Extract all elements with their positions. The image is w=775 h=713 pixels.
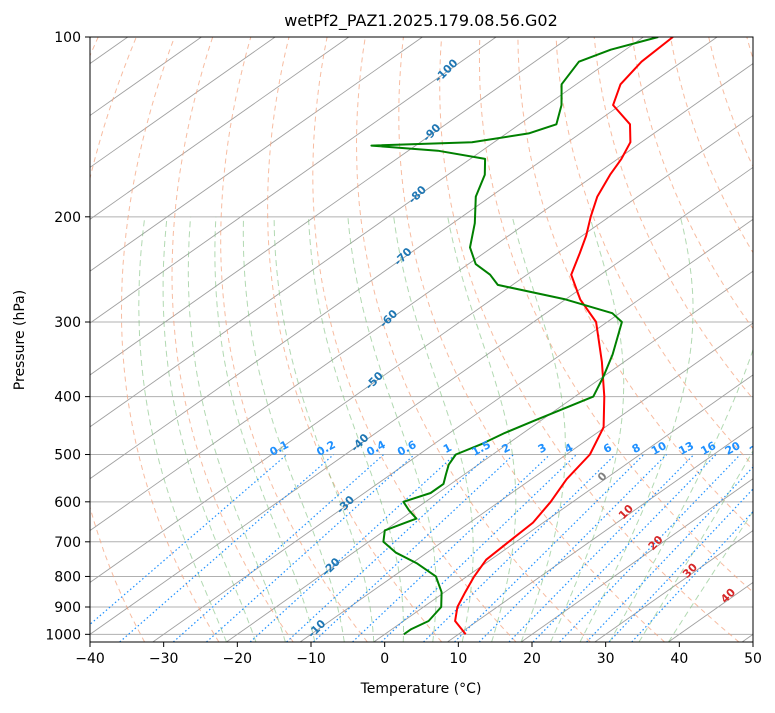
moist-adiabat-line (348, 217, 436, 642)
x-tick-label: 40 (670, 651, 688, 667)
dry-adiabat-label: -20 (320, 555, 343, 578)
y-tick-label: 600 (54, 495, 81, 511)
x-tick-label: 20 (523, 651, 541, 667)
moist-adiabat-line (551, 217, 624, 642)
y-tick-label: 1000 (45, 627, 81, 643)
dry-adiabat-line (313, 37, 516, 642)
isotherm-line (742, 37, 775, 642)
mixing-ratio-line (353, 455, 550, 642)
mixing-ratio-line (609, 455, 775, 642)
moist-adiabat-line (188, 217, 285, 642)
dry-adiabat-line (0, 37, 60, 642)
moist-adiabat-label: 40 (718, 585, 738, 605)
y-tick-label: 300 (54, 315, 81, 331)
mixing-ratio-label: 0.2 (314, 438, 337, 459)
temperature-profile-line (455, 37, 673, 634)
dry-adiabat-line (671, 37, 775, 642)
moist-adiabat-line (243, 217, 344, 642)
x-axis-label: Temperature (°C) (360, 681, 482, 697)
y-tick-label: 800 (54, 569, 81, 585)
mixing-ratio-label: 0.1 (268, 438, 291, 459)
isotherm-line (0, 37, 275, 642)
dry-adiabat-label: -60 (377, 307, 400, 330)
moist-adiabat-line (215, 217, 315, 642)
x-tick-label: −30 (149, 651, 179, 667)
mixing-ratio-line (381, 455, 576, 642)
moist-adiabat-line (394, 217, 474, 642)
moist-adiabat-line (448, 217, 516, 642)
isotherm-line (153, 37, 775, 642)
dry-adiabat-label: -90 (420, 121, 443, 144)
moist-adiabat-line (512, 217, 565, 642)
isotherm-line (0, 37, 775, 642)
dry-adiabat-line (69, 37, 145, 642)
dry-adiabat-line (747, 37, 775, 642)
y-axis-label: Pressure (hPa) (12, 290, 28, 390)
x-tick-label: 30 (597, 651, 615, 667)
isotherm-line (0, 37, 422, 642)
dry-adiabat-line (594, 37, 775, 642)
mixing-ratio-label: 4 (562, 441, 575, 456)
dry-adiabat-label: -10 (305, 617, 328, 640)
dry-adiabat-label: -70 (391, 245, 414, 268)
y-tick-label: 100 (54, 30, 81, 46)
mixing-ratio-label: 3 (536, 441, 549, 456)
y-tick-label: 900 (54, 600, 81, 616)
dry-adiabat-label: -80 (406, 183, 429, 206)
mixing-ratio-line (173, 455, 383, 642)
series-layer (371, 37, 673, 634)
isotherm-line (595, 37, 775, 642)
mixing-ratio-line (120, 455, 334, 642)
mixing-ratio-label: 1 (441, 441, 454, 456)
moist-adiabat-line (139, 217, 227, 642)
isotherm-line (0, 37, 496, 642)
mixing-ratio-line (509, 455, 694, 642)
moist-adiabat-line (274, 217, 374, 642)
mixing-ratio-label: 0.6 (395, 438, 419, 459)
isotherm-line (0, 37, 717, 642)
dry-adiabat-line (709, 37, 775, 642)
moist-adiabat-line (668, 217, 775, 642)
x-tick-label: 0 (380, 651, 389, 667)
y-tick-label: 500 (54, 448, 81, 464)
y-tick-label: 700 (54, 535, 81, 551)
x-tick-label: 10 (449, 651, 467, 667)
mixing-ratio-label: 30 (768, 439, 775, 458)
isotherm-line (521, 37, 775, 642)
isotherm-line (668, 37, 775, 642)
moist-adiabat-label: 0 (595, 469, 610, 484)
dry-adiabat-label: -100 (432, 56, 461, 85)
mixing-ratio-label: 6 (601, 441, 614, 456)
moist-adiabat-line (610, 217, 775, 642)
mixing-ratio-line (287, 455, 489, 642)
y-tick-label: 400 (54, 390, 81, 406)
mixing-ratio-line (587, 455, 765, 642)
grid-layer (0, 37, 775, 642)
chart-title: wetPf2_PAZ1.2025.179.08.56.G02 (284, 11, 558, 31)
isotherm-line (226, 37, 775, 642)
y-tick-label: 200 (54, 210, 81, 226)
moist-adiabat-line (639, 217, 775, 642)
mixing-ratio-line (250, 455, 455, 642)
dry-adiabat-label: -50 (363, 369, 386, 392)
dry-adiabat-line (479, 37, 775, 642)
dry-adiabat-line (122, 37, 219, 642)
mixing-ratio-line (206, 455, 414, 642)
moist-adiabat-label: 10 (616, 502, 636, 522)
mixing-ratio-line (70, 455, 287, 642)
x-tick-label: 50 (744, 651, 762, 667)
moist-adiabat-label: 30 (680, 560, 700, 580)
x-tick-label: −20 (223, 651, 253, 667)
moist-adiabat-line (309, 217, 404, 642)
isotherm-line (0, 37, 349, 642)
x-tick-label: −40 (75, 651, 105, 667)
x-tick-label: −10 (296, 651, 326, 667)
